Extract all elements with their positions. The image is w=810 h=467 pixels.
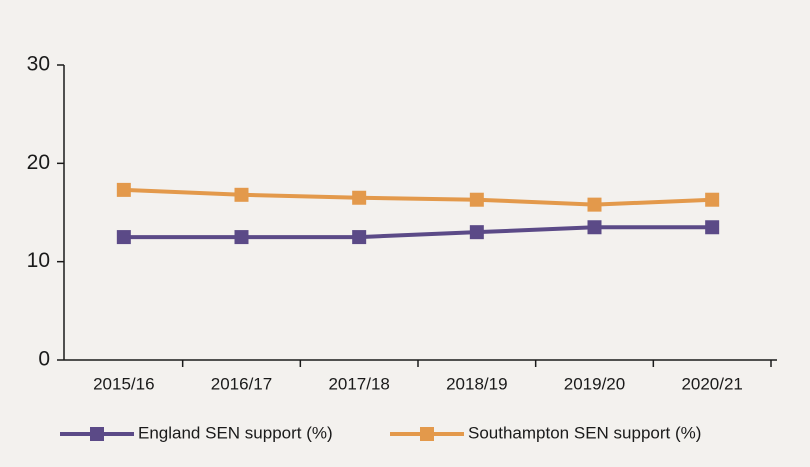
marker [116,230,131,245]
marker [234,187,249,202]
x-tick-label: 2016/17 [211,374,272,393]
series-line [123,225,713,240]
y-tick-label: 0 [38,348,50,371]
y-tick-label: 20 [27,151,50,174]
marker [587,197,602,212]
marker [352,230,367,245]
x-tick-label: 2017/18 [328,374,389,393]
marker [705,220,720,235]
y-tick-label: 10 [27,249,50,272]
marker [116,182,131,197]
legend-marker [90,427,104,441]
marker [705,192,720,207]
series-line [123,187,713,207]
legend-marker [420,427,434,441]
marker [469,225,484,240]
x-tick-label: 2020/21 [681,374,742,393]
marker [234,230,249,245]
x-tick-label: 2015/16 [93,374,154,393]
y-tick-label: 30 [27,53,50,76]
marker [352,190,367,205]
x-tick-label: 2019/20 [564,374,625,393]
legend-label: Southampton SEN support (%) [468,423,701,442]
marker [587,220,602,235]
x-tick-label: 2018/19 [446,374,507,393]
marker [469,192,484,207]
legend-label: England SEN support (%) [138,423,333,442]
